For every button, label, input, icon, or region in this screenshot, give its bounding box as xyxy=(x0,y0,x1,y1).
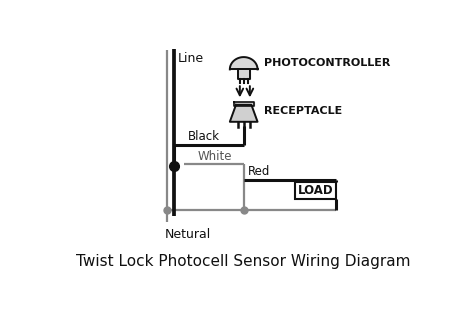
Text: PHOTOCONTROLLER: PHOTOCONTROLLER xyxy=(264,58,390,68)
Polygon shape xyxy=(237,70,250,79)
Polygon shape xyxy=(230,105,257,122)
Text: Red: Red xyxy=(247,165,270,178)
Text: Twist Lock Photocell Sensor Wiring Diagram: Twist Lock Photocell Sensor Wiring Diagr… xyxy=(76,254,410,269)
Text: Netural: Netural xyxy=(165,228,211,241)
Text: Black: Black xyxy=(188,130,220,143)
Bar xyxy=(295,182,336,199)
Polygon shape xyxy=(234,102,254,106)
Polygon shape xyxy=(230,57,257,70)
Text: LOAD: LOAD xyxy=(298,184,334,197)
Text: Line: Line xyxy=(178,52,204,65)
Text: RECEPTACLE: RECEPTACLE xyxy=(264,106,342,116)
Text: White: White xyxy=(198,150,232,163)
